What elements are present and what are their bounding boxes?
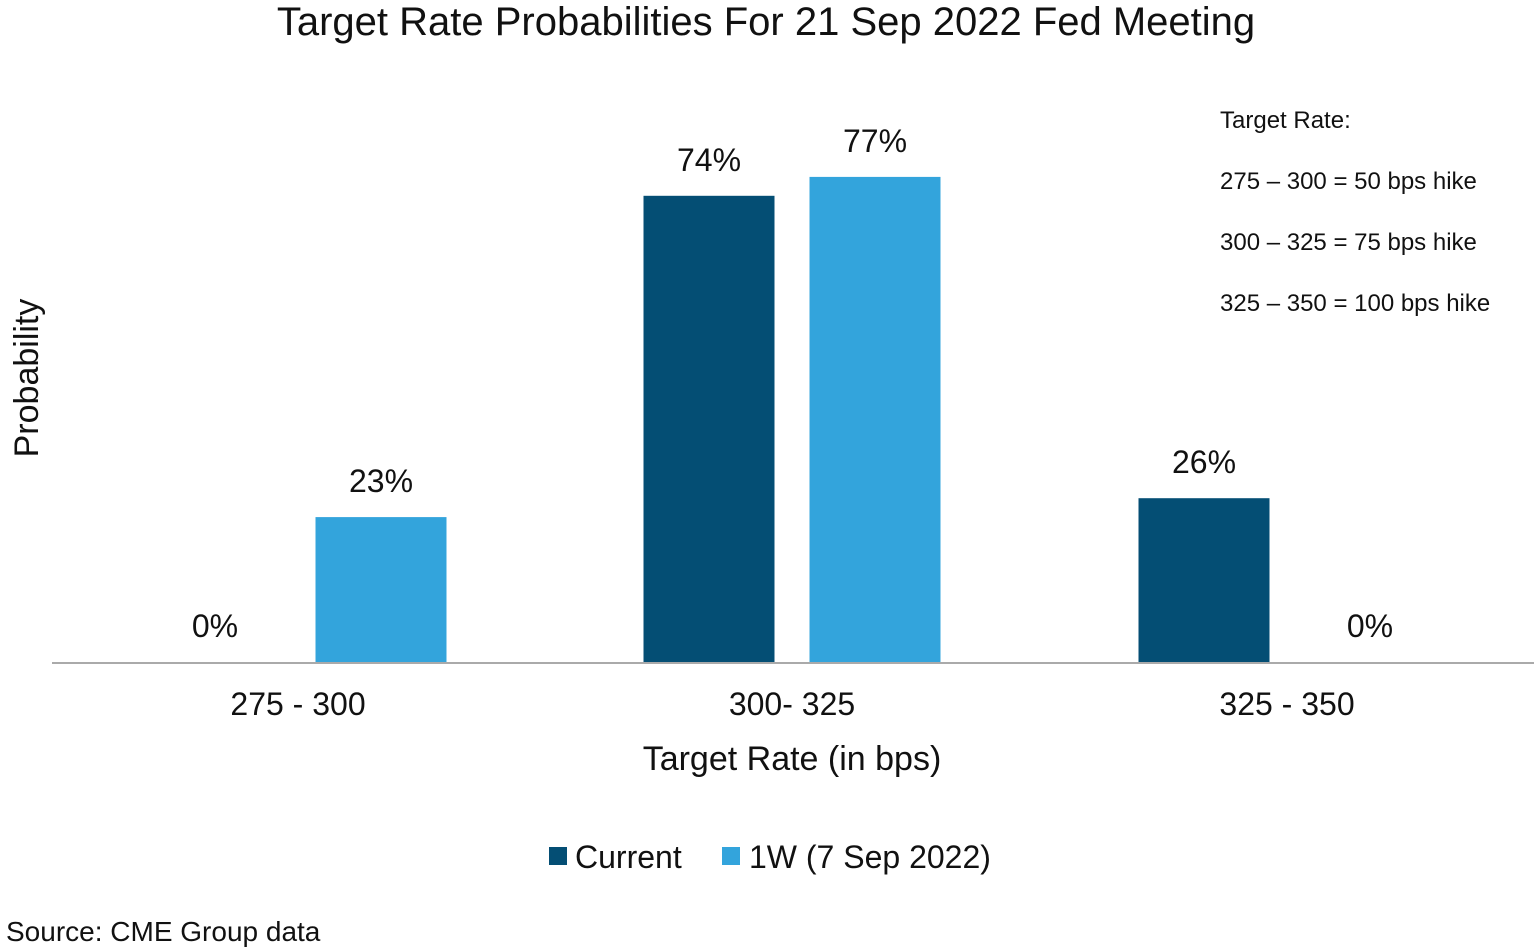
x-tick-label: 275 - 300 (230, 686, 365, 722)
x-tick-label: 325 - 350 (1219, 686, 1354, 722)
annotation-line: 275 – 300 = 50 bps hike (1220, 168, 1477, 195)
x-tick-labels: 275 - 300 300- 325 325 - 350 (230, 686, 1354, 722)
source-note: Source: CME Group data (6, 916, 321, 947)
chart-title: Target Rate Probabilities For 21 Sep 202… (277, 0, 1255, 44)
annotation-box: Target Rate: 275 – 300 = 50 bps hike 300… (1220, 107, 1490, 317)
annotation-line: 300 – 325 = 75 bps hike (1220, 229, 1477, 256)
bar (315, 517, 447, 662)
bar (1138, 498, 1270, 662)
data-label: 23% (349, 463, 413, 499)
x-tick-label: 300- 325 (729, 686, 855, 722)
x-axis-label: Target Rate (in bps) (643, 740, 942, 778)
data-label: 77% (843, 123, 907, 159)
legend: Current 1W (7 Sep 2022) (549, 839, 991, 875)
legend-swatch-current (549, 847, 567, 865)
annotation-heading: Target Rate: (1220, 107, 1351, 134)
legend-label-current: Current (575, 839, 682, 875)
annotation-line: 325 – 350 = 100 bps hike (1220, 290, 1490, 317)
data-label: 0% (192, 608, 238, 644)
bar (809, 176, 941, 662)
data-label: 26% (1172, 444, 1236, 480)
data-label: 74% (677, 142, 741, 178)
y-axis-label: Probability (8, 299, 46, 458)
legend-label-1w: 1W (7 Sep 2022) (749, 839, 991, 875)
bar (643, 195, 775, 663)
legend-swatch-1w (722, 847, 740, 865)
data-label: 0% (1347, 608, 1393, 644)
bars-group: 0% 23% 74% 77% 26% 0% (192, 123, 1393, 663)
